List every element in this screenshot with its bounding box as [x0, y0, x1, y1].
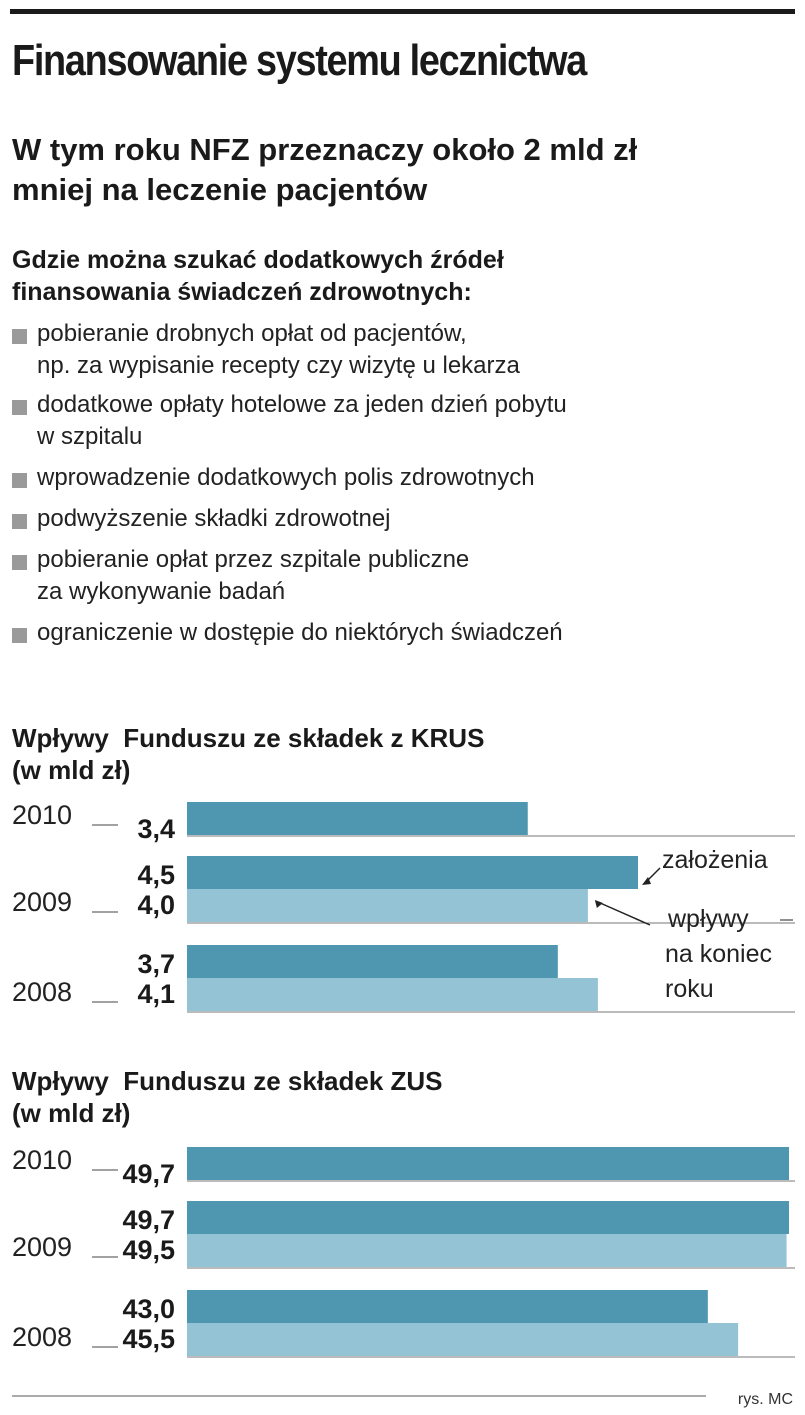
annotation-arrow-actual: [597, 901, 651, 926]
page-title: Finansowanie systemu lecznictwa: [12, 36, 587, 86]
zus-chart-title: Wpływy Funduszu ze składek ZUS (w mld zł…: [12, 1065, 443, 1129]
bar-value-label: 3,4: [137, 814, 175, 844]
list-item-line: ograniczenie w dostępie do niektórych św…: [37, 619, 563, 646]
krus-chart-title: Wpływy Funduszu ze składek z KRUS (w mld…: [12, 722, 484, 786]
year-tick-label: 2008: [12, 1322, 72, 1352]
list-item-line: dodatkowe opłaty hotelowe za jeden dzień…: [37, 391, 567, 418]
list-item-line: za wykonywanie badań: [37, 578, 286, 605]
list-item-line: np. za wypisanie recepty czy wizytę u le…: [37, 352, 520, 379]
list-item-line: pobieranie drobnych opłat od pacjentów,: [37, 320, 467, 347]
page-title-text: Finansowanie systemu lecznictwa: [12, 36, 587, 85]
subtitle-line-2: mniej na leczenie pacjentów: [12, 172, 428, 207]
sources-list: pobieranie drobnych opłat od pacjentów, …: [12, 318, 802, 649]
bar-2009-actual: [187, 1234, 787, 1267]
year-tick-label: 2008: [12, 977, 72, 1007]
bar-value-label: 3,7: [137, 949, 175, 979]
bar-value-label: 49,7: [122, 1159, 175, 1189]
list-item: ograniczenie w dostępie do niektórych św…: [12, 617, 802, 649]
annotation-actual-line: roku: [665, 975, 714, 1003]
top-rule: [10, 9, 795, 14]
bar-value-label: 43,0: [122, 1294, 175, 1324]
bar-2009-actual: [187, 889, 588, 922]
bar-value-label: 45,5: [122, 1324, 175, 1354]
krus-bar-chart: 3,4 2010 4,54,0 2009 3,74,1 2008 założenia wpły…: [12, 800, 795, 1013]
list-item: pobieranie opłat przez szpitale publiczn…: [12, 544, 802, 608]
footer-rule: [12, 1395, 706, 1397]
bar-2008-plan: [187, 945, 558, 978]
sources-heading-line-2: finansowania świadczeń zdrowotnych:: [12, 278, 472, 306]
krus-title-line-2: (w mld zł): [12, 755, 131, 785]
list-item: pobieranie drobnych opłat od pacjentów, …: [12, 318, 802, 382]
annotation-actual-line: na koniec: [665, 940, 772, 968]
bar-value-label: 49,7: [122, 1205, 175, 1235]
bar-value-label: 49,5: [122, 1235, 175, 1265]
list-item-line: w szpitalu: [37, 423, 143, 450]
list-item-line: wprowadzenie dodatkowych polis zdrowotny…: [37, 464, 535, 491]
bar-value-label: 4,1: [137, 979, 175, 1009]
annotation-actual-line: wpływy: [667, 905, 749, 933]
sources-heading-line-1: Gdzie można szukać dodatkowych źródeł: [12, 246, 504, 274]
bullet-square-icon: [12, 514, 27, 529]
year-tick-label: 2009: [12, 887, 72, 917]
list-item-line: pobieranie opłat przez szpitale publiczn…: [37, 546, 470, 573]
year-tick-label: 2010: [12, 800, 72, 830]
zus-title-line-1: Wpływy Funduszu ze składek ZUS: [12, 1066, 443, 1096]
page-subtitle: W tym roku NFZ przeznaczy około 2 mld zł…: [12, 130, 802, 210]
list-item: wprowadzenie dodatkowych polis zdrowotny…: [12, 462, 802, 494]
arrow-head-icon: [594, 900, 603, 908]
bar-2010-plan: [187, 802, 528, 835]
bar-2008-plan: [187, 1290, 708, 1323]
bar-value-label: 4,0: [137, 890, 175, 920]
bar-2008-actual: [187, 978, 598, 1011]
year-tick-label: 2010: [12, 1145, 72, 1175]
bullet-square-icon: [12, 400, 27, 415]
bullet-square-icon: [12, 628, 27, 643]
year-tick-label: 2009: [12, 1232, 72, 1262]
bar-2009-plan: [187, 856, 638, 889]
credit-text: rys. MC: [737, 1391, 793, 1408]
bullet-square-icon: [12, 555, 27, 570]
zus-title-line-2: (w mld zł): [12, 1098, 131, 1128]
bar-2009-plan: [187, 1201, 789, 1234]
list-item: dodatkowe opłaty hotelowe za jeden dzień…: [12, 389, 802, 453]
arrow-head-icon: [642, 877, 651, 885]
bar-2010-plan: [187, 1147, 789, 1180]
bar-value-label: 4,5: [137, 860, 175, 890]
list-item: podwyższenie składki zdrowotnej: [12, 503, 802, 535]
krus-title-line-1: Wpływy Funduszu ze składek z KRUS: [12, 723, 485, 753]
sources-heading: Gdzie można szukać dodatkowych źródeł fi…: [12, 244, 802, 308]
bullet-square-icon: [12, 329, 27, 344]
bar-2008-actual: [187, 1323, 739, 1356]
subtitle-line-1: W tym roku NFZ przeznaczy około 2 mld zł: [12, 132, 638, 167]
list-item-line: podwyższenie składki zdrowotnej: [37, 505, 391, 532]
annotation-plan: założenia: [662, 846, 768, 874]
bullet-square-icon: [12, 473, 27, 488]
